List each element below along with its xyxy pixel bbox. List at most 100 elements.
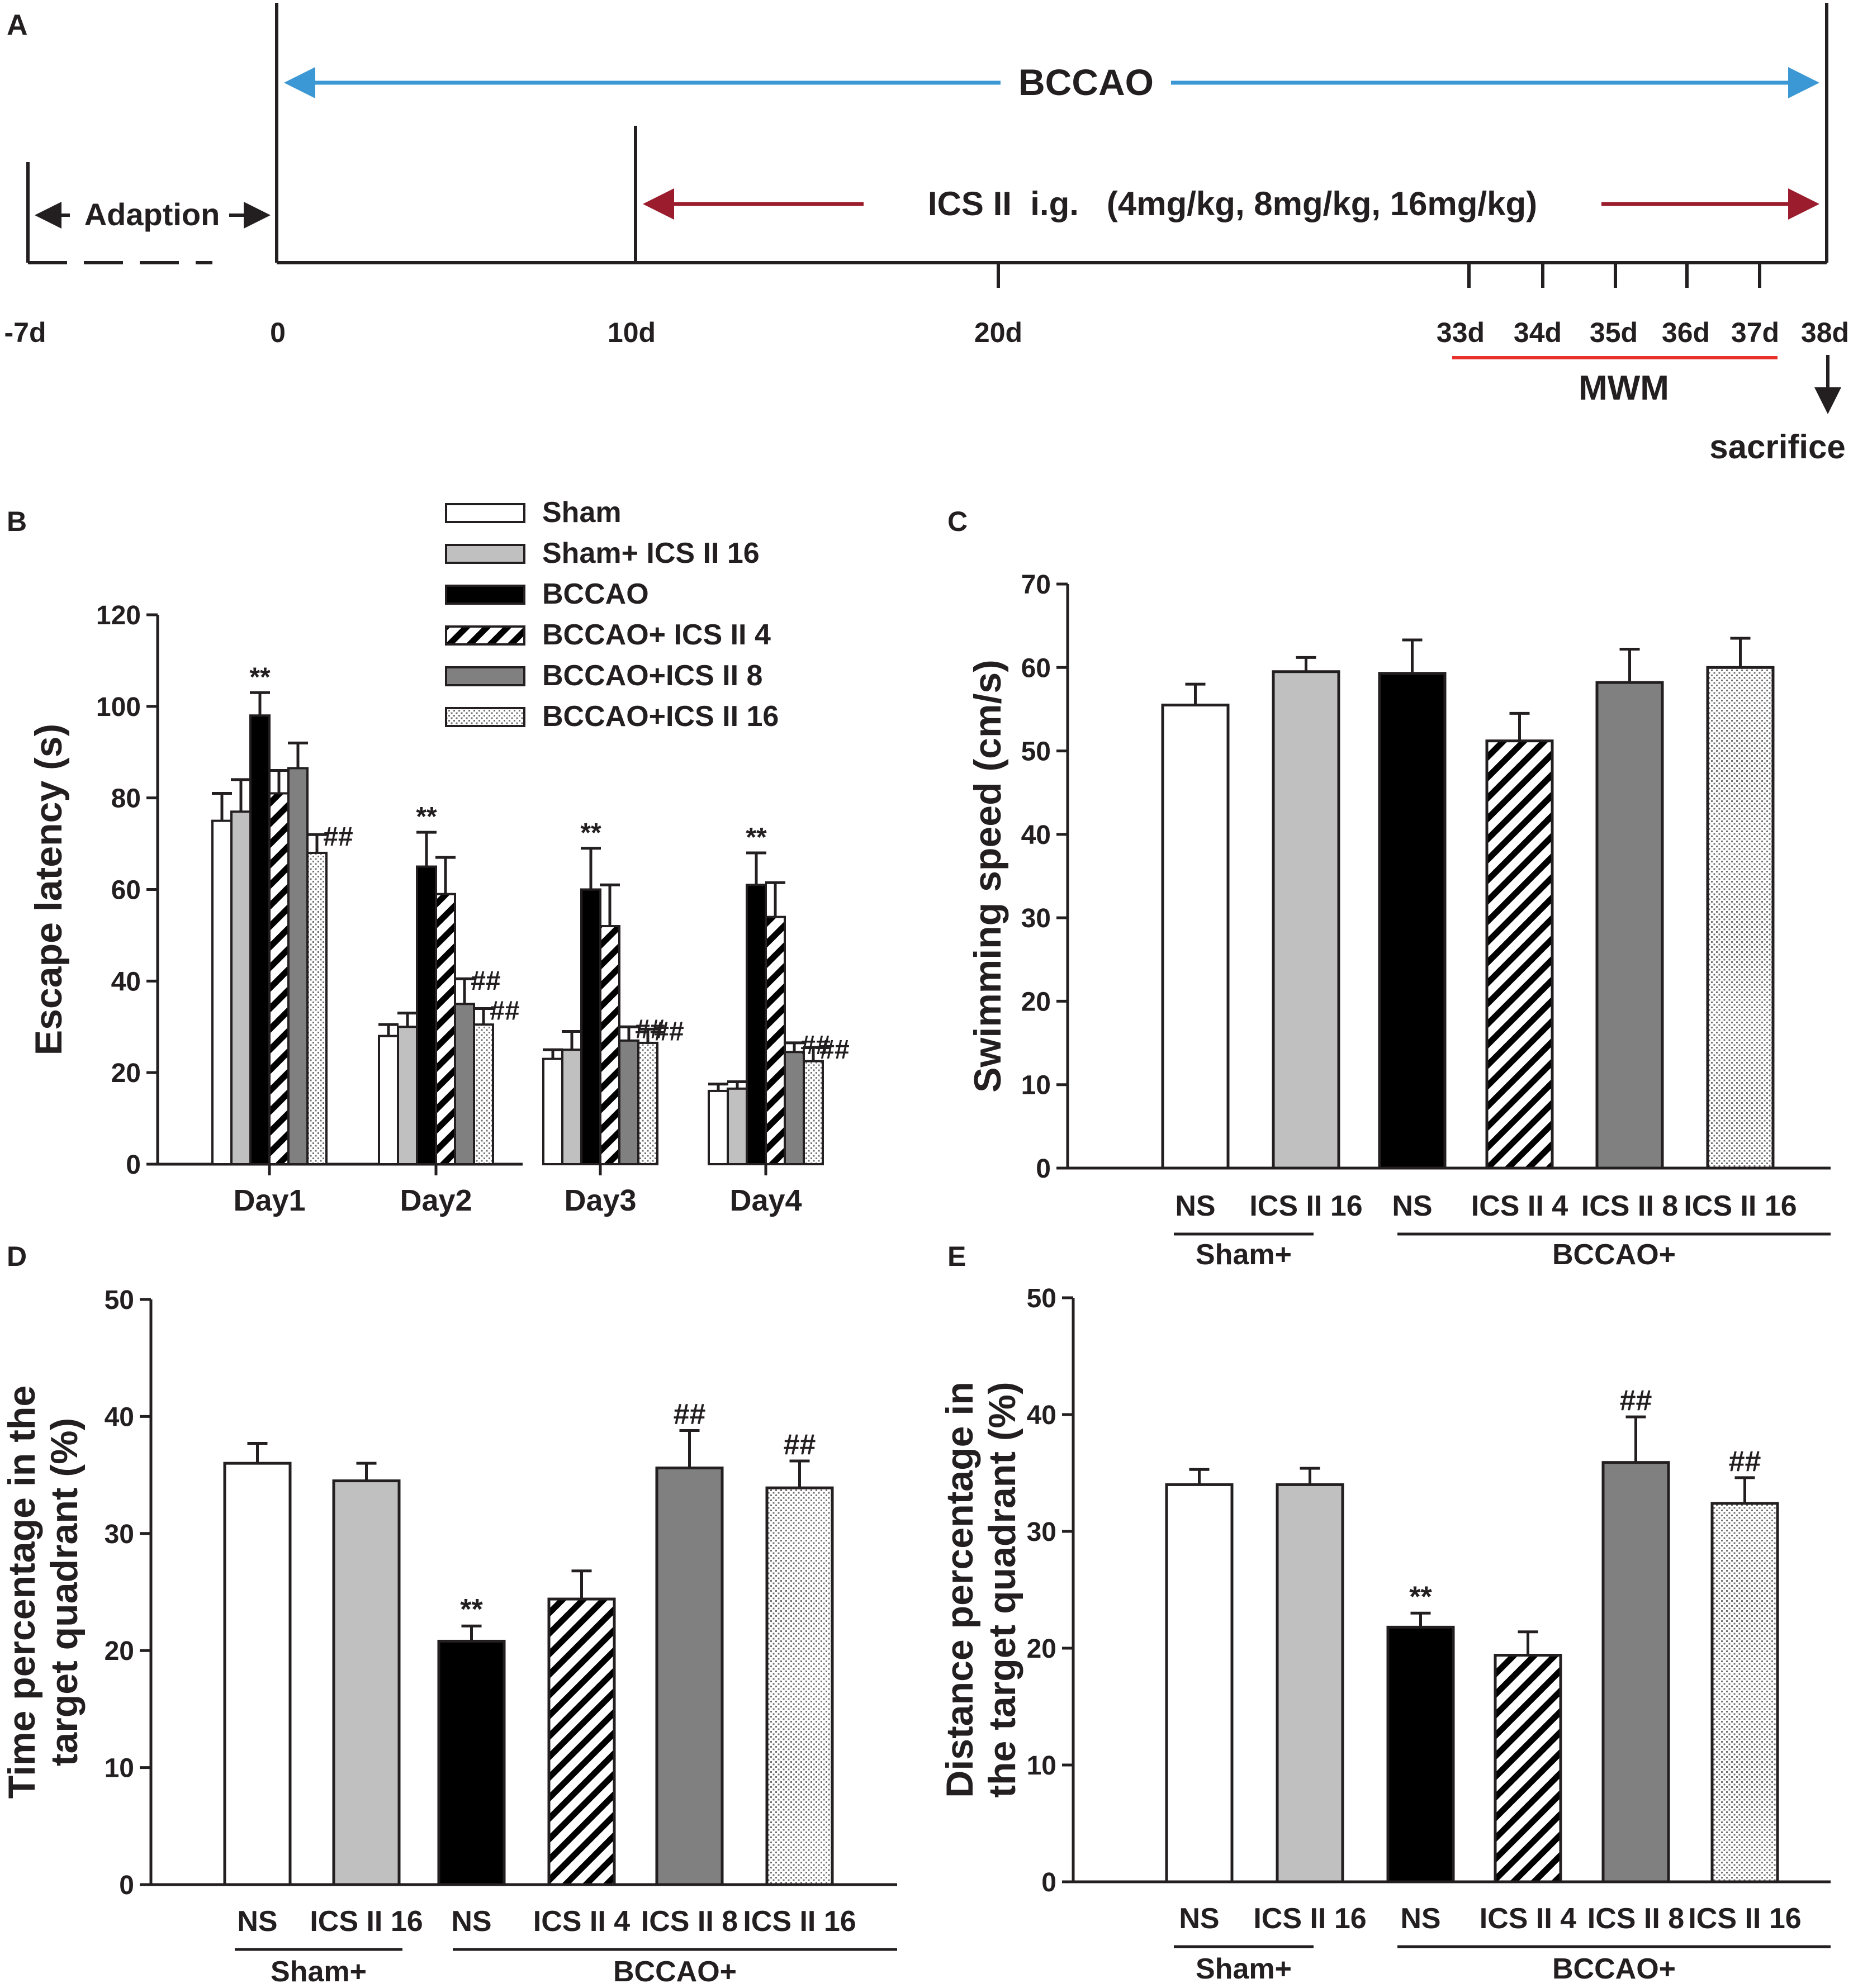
significance-marker: **: [1409, 1581, 1432, 1613]
x-tick-label: NS: [1175, 1190, 1215, 1222]
x-tick-label: ICS II 4: [533, 1905, 630, 1938]
y-tick-label: 120: [96, 601, 141, 630]
y-tick-label: 40: [1021, 820, 1051, 850]
x-tick-label: ICS II 8: [641, 1905, 738, 1938]
y-tick-label: 60: [1021, 653, 1051, 683]
significance-marker: **: [249, 662, 271, 692]
tick-label-20d: 20d: [974, 317, 1022, 348]
y-tick-label: 20: [1027, 1634, 1056, 1664]
significance-marker: **: [580, 818, 601, 848]
legend-swatch: [445, 503, 525, 523]
legend-swatch: [445, 707, 525, 727]
bar: [580, 888, 601, 1165]
bar: [1276, 1483, 1344, 1883]
y-tick-label: 0: [126, 1150, 141, 1180]
significance-marker: ##: [635, 1014, 665, 1044]
bar: [1601, 1461, 1670, 1883]
y-tick-label: 10: [1027, 1751, 1056, 1781]
panel-label-e: E: [947, 1241, 966, 1272]
bar: [249, 714, 271, 1165]
bar: [1706, 666, 1775, 1170]
bar: [454, 1003, 475, 1165]
significance-marker: ##: [674, 1398, 706, 1431]
significance-marker: ##: [819, 1035, 849, 1065]
significance-marker: **: [460, 1593, 483, 1626]
x-tick-label: NS: [1179, 1902, 1219, 1935]
legend-swatch: [445, 585, 525, 605]
panel-label-a: A: [7, 9, 28, 41]
bar: [378, 1035, 399, 1165]
legend-label: BCCAO: [542, 578, 649, 610]
y-tick-label: 50: [105, 1285, 134, 1315]
legend-label: BCCAO+ ICS II 4: [542, 619, 771, 651]
y-axis-label-line2: target quadrant (%): [43, 1418, 86, 1766]
x-tick-label: ICS II 4: [1480, 1902, 1576, 1935]
bar: [655, 1467, 724, 1886]
tick-label-37d: 37d: [1731, 317, 1779, 348]
x-tick-label: Day1: [233, 1184, 305, 1217]
legend: Sham Sham+ ICS II 16 BCCAO BCCAO+ ICS II 4 B…: [445, 496, 779, 733]
x-tick-label: ICS II 8: [1581, 1190, 1678, 1222]
tick-label-36d: 36d: [1662, 317, 1710, 348]
legend-label: BCCAO+ICS II 16: [542, 700, 779, 733]
mwm-label: MWM: [1579, 369, 1669, 407]
y-tick-label: 100: [96, 692, 141, 722]
bar: [1485, 739, 1554, 1170]
bar: [803, 1060, 824, 1165]
y-tick-label: 20: [105, 1636, 134, 1666]
time-percentage-chart: D Time percentage in the target quadrant…: [1, 1241, 897, 1988]
x-tick-label: ICS II 16: [743, 1905, 856, 1938]
bar: [268, 792, 290, 1165]
x-tick-label: ICS II 16: [310, 1905, 423, 1938]
y-tick-label: 0: [119, 1871, 134, 1900]
bar: [473, 1023, 494, 1166]
bar: [230, 810, 252, 1166]
bar: [1386, 1625, 1455, 1883]
bar: [1378, 672, 1447, 1170]
x-tick-label: ICS II 16: [1249, 1190, 1362, 1222]
bar: [708, 1089, 729, 1166]
legend-label: BCCAO+ICS II 8: [542, 659, 762, 692]
group-label: BCCAO+: [613, 1956, 737, 1988]
y-tick-label: 0: [1041, 1868, 1056, 1897]
significance-marker: ##: [1729, 1445, 1761, 1478]
x-tick-label: NS: [451, 1905, 491, 1938]
swimming-speed-chart: C Swimming speed (cm/s) 0 10 20 30 40 50 60 70 N…: [947, 506, 1831, 1271]
significance-marker: ##: [800, 1031, 830, 1060]
y-tick-label: 50: [1021, 737, 1051, 767]
tick-label-38d: 38d: [1801, 317, 1849, 348]
group-label: BCCAO+: [1552, 1953, 1676, 1985]
x-tick-label: Day4: [729, 1184, 802, 1217]
ics-label: ICS II i.g. (4mg/kg, 8mg/kg, 16mg/kg): [928, 185, 1537, 222]
bar: [1710, 1502, 1779, 1883]
bar: [1161, 703, 1230, 1170]
bar: [435, 893, 456, 1165]
x-tick-label: NS: [237, 1905, 277, 1938]
significance-marker: ##: [323, 822, 353, 852]
tick-label-minus7: -7d: [4, 317, 46, 348]
escape-latency-chart: B Escape latency (s) 0 20 40 60 80 100 120 Day1…: [7, 496, 850, 1217]
bar: [211, 819, 233, 1165]
legend-swatch: [445, 625, 525, 646]
significance-marker: **: [746, 823, 767, 852]
bar: [547, 1597, 616, 1886]
bar: [637, 1041, 658, 1165]
group-label: Sham+: [1196, 1239, 1292, 1271]
legend-label: Sham+ ICS II 16: [542, 537, 760, 570]
x-tick-label: NS: [1400, 1902, 1440, 1935]
bar: [599, 925, 620, 1165]
significance-marker: **: [416, 802, 437, 832]
x-tick-label: Day2: [400, 1184, 472, 1217]
x-tick-label: ICS II 16: [1684, 1190, 1797, 1222]
bar: [306, 851, 328, 1165]
x-tick-label: NS: [1392, 1190, 1432, 1222]
bar: [1272, 670, 1340, 1170]
bar: [416, 865, 437, 1165]
tick-label-0: 0: [270, 317, 286, 348]
y-tick-label: 10: [1021, 1071, 1051, 1100]
tick-label-10d: 10d: [608, 317, 656, 348]
y-tick-label: 40: [1027, 1401, 1056, 1430]
bar: [287, 767, 309, 1165]
panel-label-b: B: [7, 506, 27, 537]
